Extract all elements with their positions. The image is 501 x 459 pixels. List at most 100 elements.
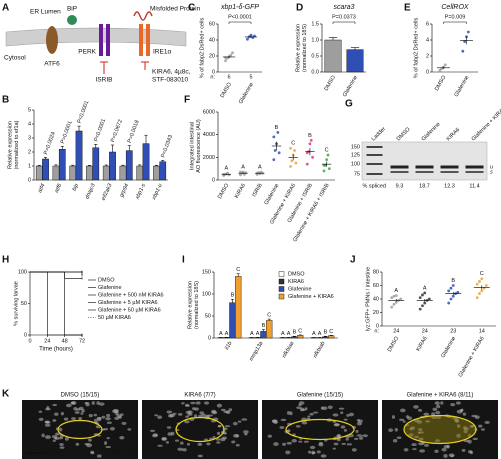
- nucleus: [106, 437, 110, 440]
- nucleus: [44, 435, 51, 440]
- nucleus: [180, 441, 184, 445]
- nucleus: [93, 418, 98, 423]
- data-point: [305, 162, 309, 166]
- data-point: [392, 303, 396, 306]
- nucleus: [181, 402, 185, 405]
- bar: [109, 151, 116, 181]
- x-tick-label: atf6: [54, 182, 64, 194]
- nucleus: [332, 413, 339, 417]
- data-point: [475, 296, 479, 300]
- y-tick-label: 1.5: [311, 21, 319, 27]
- n-prefix: n:: [374, 328, 379, 334]
- nucleus: [206, 442, 211, 446]
- group-letter: B: [262, 323, 266, 329]
- y-tick-label: 40: [373, 296, 379, 302]
- nucleus: [63, 417, 69, 421]
- x-tick-label: Glafenine: [238, 82, 255, 105]
- nucleus: [174, 439, 180, 442]
- data-point: [475, 282, 479, 286]
- data-point: [421, 304, 424, 308]
- y-axis-label: Relative expression: [187, 281, 193, 329]
- gel-band: [390, 165, 409, 169]
- data-point: [394, 294, 398, 298]
- nucleus: [436, 404, 441, 409]
- nucleus: [166, 410, 173, 414]
- bar: [125, 150, 133, 181]
- x-tick-label: Glafenine: [440, 336, 457, 359]
- nucleus: [199, 411, 205, 415]
- group-letter: C: [480, 271, 484, 277]
- group-letter: A: [219, 331, 223, 337]
- inhibitor-arrow: [141, 61, 149, 70]
- nucleus: [119, 436, 125, 440]
- data-point: [327, 167, 331, 171]
- nucleus: [327, 405, 333, 410]
- nucleus: [391, 415, 396, 419]
- panel-label: B: [2, 95, 9, 106]
- nucleus: [222, 436, 227, 440]
- nucleus: [224, 425, 231, 428]
- bar: [86, 165, 93, 181]
- data-point: [277, 151, 281, 155]
- x-tick-label: KIRA6: [416, 336, 429, 353]
- p-value: P<0.0001: [77, 100, 91, 124]
- nucleus: [190, 401, 196, 405]
- y-tick-label: 3: [28, 135, 31, 141]
- group-letter: B: [451, 278, 455, 284]
- y-axis-label: Integrated intestinal: [189, 122, 195, 170]
- data-point: [423, 291, 427, 295]
- y-tick-label: 4000: [203, 132, 215, 138]
- data-point: [440, 67, 444, 71]
- group-letter: A: [258, 165, 262, 171]
- x-tick-label: Glafenine: [264, 183, 281, 206]
- lane-label: Ladder: [371, 126, 387, 142]
- nucleus: [105, 445, 112, 449]
- ire1-shape: [146, 24, 150, 56]
- nucleus: [296, 406, 302, 410]
- data-point: [392, 294, 396, 298]
- data-point: [309, 138, 313, 142]
- x-tick-label: KIRA6: [234, 183, 247, 200]
- data-point: [484, 284, 488, 287]
- legend-label: 50 µM KIRA6: [98, 315, 131, 321]
- data-point: [311, 155, 315, 159]
- nucleus: [321, 406, 328, 411]
- spliced-value: 9.3: [396, 183, 404, 189]
- nucleus: [471, 414, 478, 418]
- nucleus: [461, 448, 466, 452]
- label: ER Lumen: [30, 9, 61, 16]
- group-letter: C: [325, 148, 329, 154]
- data-point: [325, 158, 329, 162]
- nucleus: [334, 423, 340, 426]
- bar: [119, 165, 127, 181]
- significance-bracket: [228, 21, 252, 24]
- p-value: P=0.0373: [332, 14, 356, 20]
- y-tick-label: 6000: [203, 109, 215, 115]
- bar: [102, 165, 110, 181]
- nucleus: [210, 409, 217, 414]
- group-letter: C: [236, 267, 240, 273]
- p-value: P=0.0018: [127, 120, 141, 144]
- chart-title: CellROX: [441, 4, 469, 11]
- x-tick-label: xbp1-s: [134, 183, 147, 202]
- panel-label: A: [2, 3, 9, 14]
- nucleus: [309, 445, 316, 450]
- panel-label: H: [2, 255, 9, 266]
- x-tick-label: Glafenine: [454, 75, 471, 98]
- group-letter: A: [318, 331, 322, 337]
- data-point: [423, 301, 427, 305]
- nucleus: [309, 412, 314, 416]
- p-value: P<0.0001: [93, 118, 107, 142]
- lumen-outline: [285, 418, 355, 441]
- bar: [159, 161, 167, 181]
- y-tick-label: 0: [212, 69, 215, 75]
- legend-label: Glafenine: [288, 286, 312, 292]
- nucleus: [64, 437, 69, 441]
- nucleus: [75, 408, 81, 411]
- nucleus: [303, 440, 309, 443]
- group-letter: C: [298, 328, 302, 334]
- nucleus: [185, 415, 190, 418]
- group-letter: A: [225, 331, 229, 337]
- nucleus: [355, 429, 359, 433]
- data-point: [466, 30, 470, 34]
